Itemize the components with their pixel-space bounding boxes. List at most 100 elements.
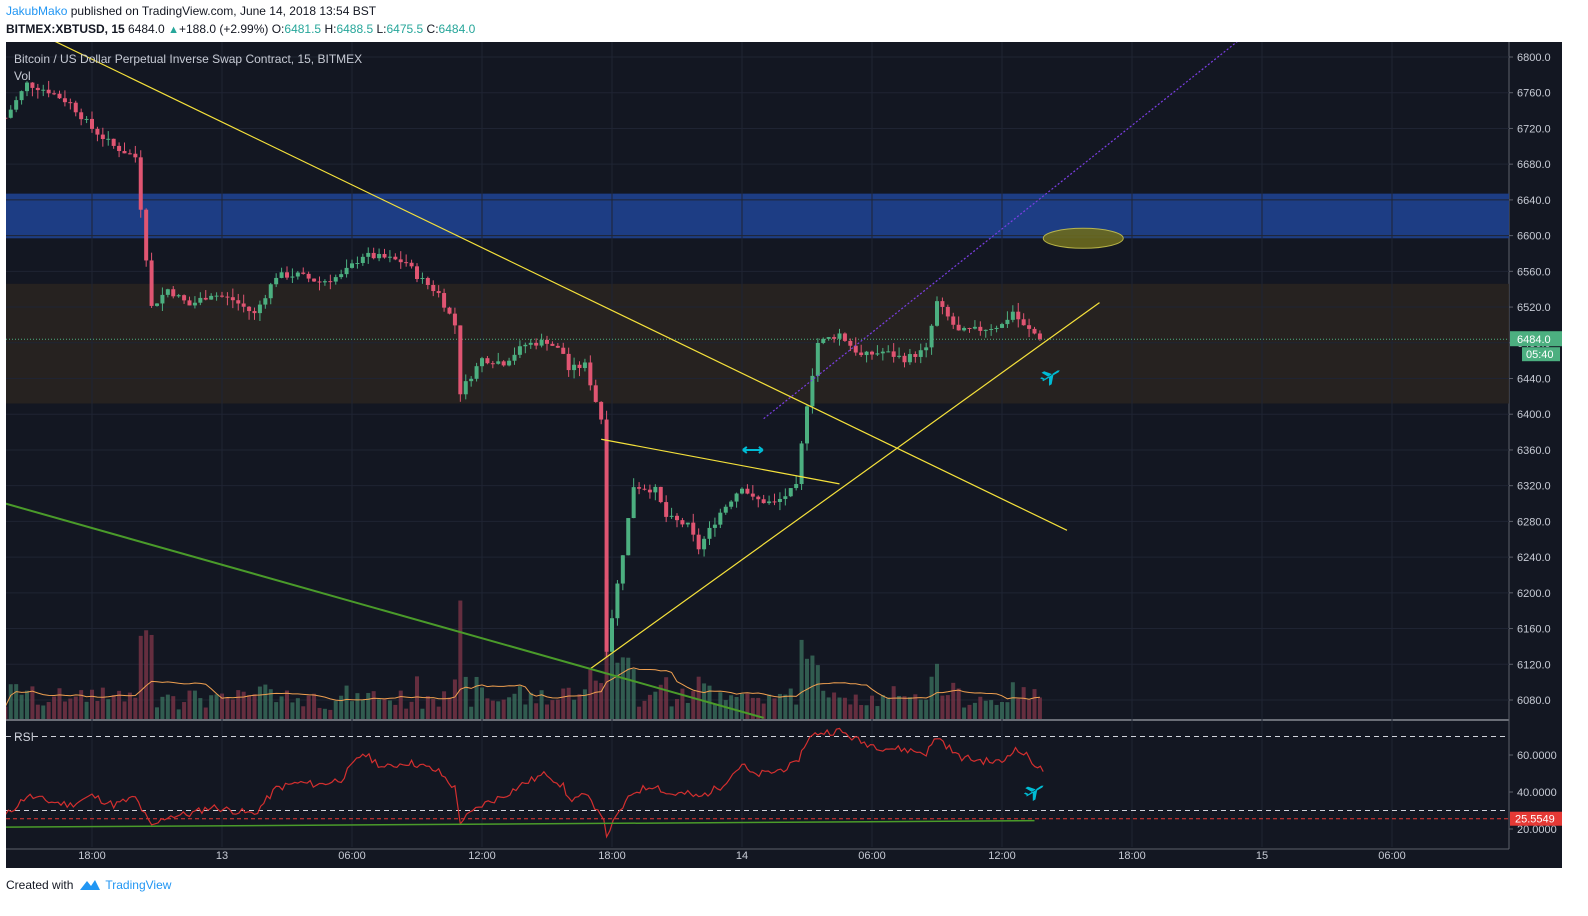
- volume-bar: [978, 696, 983, 719]
- author-link[interactable]: JakubMako: [6, 4, 68, 18]
- candle-body: [956, 324, 961, 331]
- volume-bar: [230, 699, 235, 719]
- volume-bar: [842, 697, 847, 719]
- chart-background: [6, 42, 1562, 868]
- candle-body: [1010, 311, 1015, 320]
- triangle-upper-trendline: [601, 438, 840, 485]
- volume-bar: [902, 696, 907, 719]
- tradingview-link[interactable]: TradingView: [79, 878, 171, 892]
- volume-bar: [3, 706, 8, 719]
- candle-body: [756, 496, 761, 500]
- candle-body: [750, 493, 755, 497]
- candle-body: [615, 583, 620, 619]
- volume-bar: [25, 690, 29, 719]
- volume-bar: [940, 695, 945, 719]
- candle-body: [1005, 319, 1010, 325]
- candle-body: [415, 266, 419, 280]
- candle-body: [593, 385, 598, 402]
- candle-body: [279, 272, 284, 278]
- candle-body: [675, 515, 679, 521]
- volume-bar: [712, 704, 717, 719]
- volume-bar: [821, 690, 826, 719]
- rsi-tick-label: 20.0000: [1517, 824, 1557, 836]
- candle-body: [805, 406, 809, 444]
- volume-bar: [30, 686, 35, 719]
- candle-body: [382, 253, 387, 258]
- candle-body: [767, 501, 772, 504]
- candle-body: [545, 339, 549, 344]
- volume-bar: [8, 684, 13, 719]
- volume-bar: [577, 694, 582, 719]
- volume-bar: [404, 708, 409, 719]
- candle-body: [425, 278, 430, 285]
- candle-body: [225, 296, 230, 298]
- candle-body: [366, 252, 371, 257]
- volume-bar: [886, 697, 891, 719]
- price-chart[interactable]: 6800.0 6760.0 6720.0 6680.0 6640.0 6600.0 6560…: [3, 38, 1562, 868]
- candle-body: [501, 361, 506, 366]
- candle-body: [734, 493, 739, 502]
- volume-bar: [133, 697, 138, 719]
- candle-body: [534, 342, 539, 346]
- volume-bar: [1037, 697, 1042, 719]
- volume-bar: [247, 695, 252, 719]
- candle-body: [182, 295, 187, 301]
- candle-body: [539, 339, 544, 346]
- candle-body: [241, 303, 246, 307]
- volume-bar: [891, 686, 896, 719]
- rsi-value-tag: [1510, 811, 1562, 826]
- up-triangle-icon: ▲: [168, 24, 179, 36]
- candle-body: [745, 488, 750, 494]
- volume-bar: [285, 690, 289, 719]
- countdown-tag: [1522, 347, 1560, 362]
- candle-body: [1021, 319, 1026, 326]
- volume-bar: [517, 686, 522, 719]
- candle-body: [171, 289, 176, 297]
- candle-body: [637, 487, 642, 489]
- rsi-tick-label: 40.0000: [1517, 787, 1557, 799]
- candle-body: [138, 157, 143, 210]
- y-tick-label: 6200.0: [1517, 588, 1551, 600]
- volume-bar: [832, 692, 837, 719]
- volume-bar: [312, 693, 317, 719]
- y-tick-label: 6600.0: [1517, 231, 1551, 243]
- volume-bar: [447, 697, 452, 719]
- volume-bar: [507, 697, 512, 719]
- volume-bar: [496, 701, 501, 719]
- candle-body: [929, 325, 934, 348]
- candle-body: [772, 501, 777, 503]
- volume-bar: [84, 701, 89, 719]
- resistance-zone: [6, 193, 1509, 239]
- volume-bar: [555, 699, 560, 719]
- candle-body: [209, 295, 214, 300]
- candle-body: [68, 102, 73, 104]
- volume-bar: [268, 689, 273, 719]
- volume-bar: [637, 706, 642, 719]
- volume-bar: [750, 697, 755, 719]
- last-price: 6484.0: [128, 22, 165, 36]
- candle-body: [387, 256, 392, 258]
- chart-frame[interactable]: 6800.0 6760.0 6720.0 6680.0 6640.0 6600.0 6560…: [3, 38, 1562, 868]
- volume-bar: [73, 696, 78, 719]
- candle-body: [127, 153, 132, 155]
- candle-body: [160, 294, 165, 304]
- volume-bar: [155, 707, 159, 719]
- volume-bar: [983, 700, 988, 719]
- high-label: H:: [324, 22, 337, 36]
- candle-body: [842, 333, 847, 341]
- volume-bar: [46, 702, 51, 719]
- y-tick-label: 6560.0: [1517, 266, 1551, 278]
- volume-bar: [192, 690, 197, 719]
- ascending-trendline: [589, 302, 1100, 670]
- volume-bar: [252, 694, 257, 719]
- volume-bar: [989, 700, 994, 719]
- candle-body: [680, 520, 685, 525]
- candle-body: [90, 118, 94, 129]
- candle-body: [935, 301, 939, 326]
- candle-body: [30, 82, 35, 88]
- volume-bar: [279, 696, 284, 719]
- volume-bar: [68, 698, 73, 719]
- candle-body: [328, 281, 333, 283]
- volume-bar: [615, 662, 620, 719]
- candle-body: [290, 276, 295, 278]
